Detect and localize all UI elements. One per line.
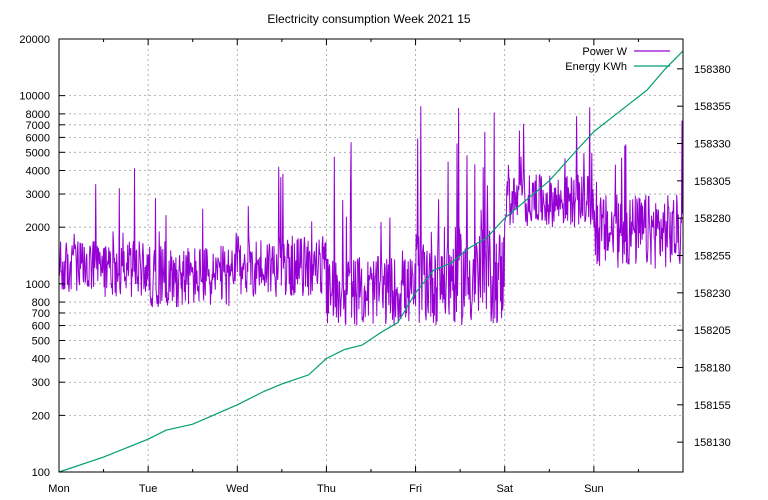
y-right-tick-label: 158380 [694, 64, 731, 76]
y-right-tick-label: 158280 [694, 213, 731, 225]
x-tick-label: Fri [409, 483, 422, 495]
plot-border [58, 38, 684, 473]
y-left-tick-label: 6000 [26, 132, 50, 144]
y-left-tick-label: 4000 [26, 166, 50, 178]
y-left-tick-label: 8000 [26, 109, 50, 121]
y-left-tick-label: 800 [32, 297, 50, 309]
y-right-tick-label: 158255 [694, 251, 731, 263]
y-right-tick-label: 158330 [694, 139, 731, 151]
y-left-tick-label: 200 [32, 410, 50, 422]
axes: Mon Tue Wed Thu Fri Sat Sun1002003004005006007… [19, 34, 730, 495]
chart-title: Electricity consumption Week 2021 15 [267, 12, 471, 26]
y-left-tick-label: 20000 [19, 34, 50, 46]
y-right-tick-label: 158230 [694, 288, 731, 300]
series-layer [58, 50, 684, 473]
series-energy-line [58, 50, 684, 473]
y-left-tick-label: 400 [32, 354, 50, 366]
y-right-tick-label: 158205 [694, 325, 731, 337]
y-left-tick-label: 3000 [26, 189, 50, 201]
y-right-tick-label: 158305 [694, 176, 731, 188]
x-tick-label: Thu [317, 483, 336, 495]
y-right-tick-label: 158130 [694, 437, 731, 449]
y-left-tick-label: 300 [32, 377, 50, 389]
y-right-tick-label: 158355 [694, 101, 731, 113]
legend: Power W Energy KWh [565, 46, 670, 73]
legend-label: Energy KWh [565, 61, 627, 73]
x-tick-label: Wed [226, 483, 248, 495]
y-left-tick-label: 5000 [26, 147, 50, 159]
y-left-tick-label: 2000 [26, 222, 50, 234]
y-left-tick-label: 10000 [19, 91, 50, 103]
grid-lines [59, 39, 683, 472]
x-tick-label: Sat [496, 483, 513, 495]
y-left-tick-label: 100 [32, 467, 50, 479]
y-right-tick-label: 158155 [694, 400, 731, 412]
y-left-tick-label: 7000 [26, 120, 50, 132]
legend-label: Power W [582, 46, 627, 58]
x-tick-label: Mon [48, 483, 69, 495]
y-left-tick-label: 600 [32, 321, 50, 333]
y-left-tick-label: 700 [32, 308, 50, 320]
x-tick-label: Tue [139, 483, 158, 495]
y-right-tick-label: 158180 [694, 362, 731, 374]
y-left-tick-label: 1000 [26, 279, 50, 291]
x-tick-label: Sun [584, 483, 604, 495]
series-power-line [58, 106, 683, 326]
y-left-tick-label: 500 [32, 335, 50, 347]
